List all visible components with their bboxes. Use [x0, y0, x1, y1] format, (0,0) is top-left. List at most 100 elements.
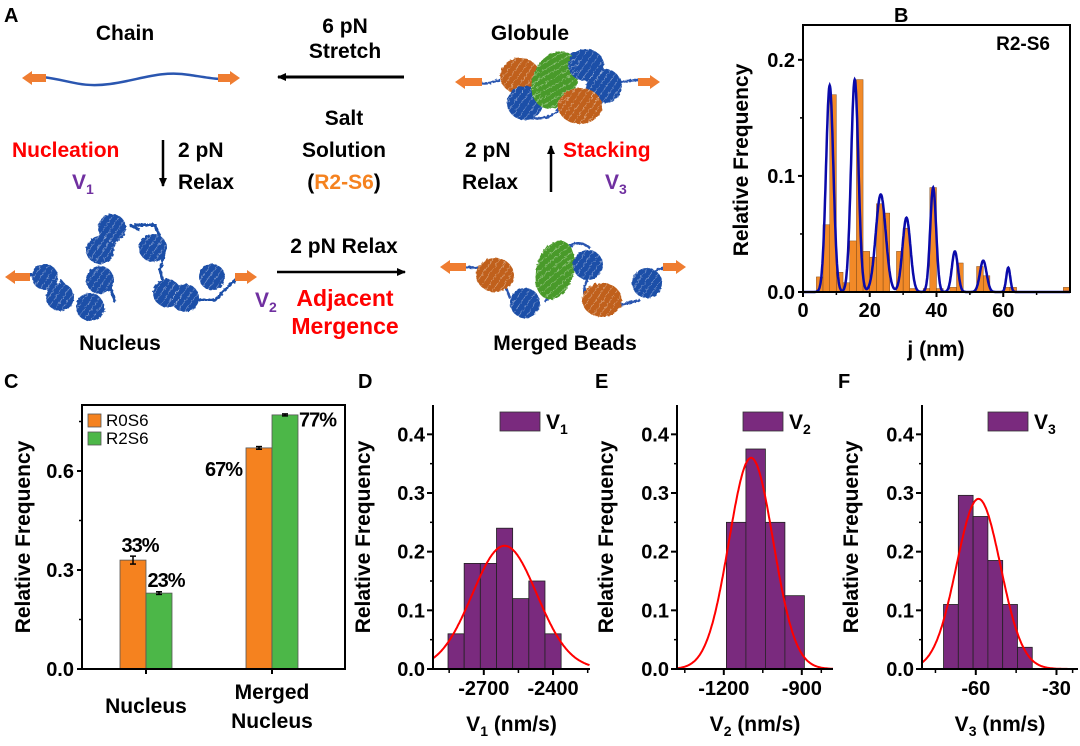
x-tick-label: 20 [859, 300, 881, 322]
x-tick-label: -2700 [458, 678, 509, 700]
x-tick-label: 60 [992, 300, 1014, 322]
histogram-bar [784, 595, 805, 670]
relax-bottom-label: 2 pN Relax [290, 235, 398, 258]
salt-line2: Solution [302, 139, 386, 162]
velocity-v1-label: V1 [72, 171, 94, 197]
chain-illustration [22, 71, 240, 87]
y-axis-label: Relative Frequency [352, 440, 375, 633]
y-tick-label: 0.3 [397, 483, 425, 505]
gaussian-fit-line [677, 456, 833, 670]
nucleus-illustration [30, 214, 246, 321]
x-axis-label: V1 (nm/s) [466, 713, 557, 739]
relax-left-label: Relax [178, 171, 234, 194]
nucleus-force-arrow-left-icon [5, 270, 30, 284]
panel-c-label: C [4, 371, 18, 393]
x-tick-label: -30 [1042, 678, 1071, 700]
legend-swatch [742, 411, 784, 432]
y-tick-label: 0.2 [641, 542, 669, 564]
bar-value-label: 33% [121, 535, 159, 557]
y-tick-label: 0.0 [886, 659, 914, 681]
panel-a-label: A [4, 5, 18, 27]
relax-right-label: Relax [462, 171, 518, 194]
histogram-bar [972, 516, 989, 670]
force-arrow-right-icon [218, 71, 240, 85]
process-stacking: Stacking [563, 139, 651, 162]
state-nucleus-label: Nucleus [79, 332, 161, 355]
salt-line1: Salt [325, 107, 364, 130]
x-tick-label: -2400 [527, 678, 578, 700]
y-tick-label: 0.2 [886, 542, 914, 564]
panel-f-chart: F 0.0 0.1 0.2 0.3 0.4 -60 -30 V3 (nm/s) V3 Relativ… [838, 371, 1078, 739]
histogram-bar [849, 240, 857, 293]
bar-r0s6 [245, 447, 273, 670]
x-category-label: Nucleus [231, 710, 313, 733]
histogram-bar [479, 563, 497, 670]
x-axis-label: j (nm) [906, 338, 964, 361]
legend-label: V1 [546, 411, 568, 437]
relax-right-force: 2 pN [465, 139, 511, 162]
merged-force-arrow-left-icon [440, 260, 466, 274]
y-tick-label: 0.4 [641, 424, 670, 446]
histogram-bar [765, 521, 786, 670]
bar-value-label: 67% [205, 459, 243, 481]
y-axis-label: Relative Frequency [595, 440, 618, 633]
panel-e-chart: E 0.0 0.1 0.2 0.3 0.4 -1200 -900 V2 (nm/s) V2 Rela… [595, 371, 833, 739]
legend-swatch [87, 413, 102, 428]
gaussian-fit-line [432, 544, 590, 667]
y-tick-label: 0.1 [767, 166, 795, 188]
y-axis-label: Relative Frequency [12, 440, 35, 633]
bar-r0s6 [119, 559, 147, 670]
panel-d-label: D [358, 371, 372, 393]
y-axis-label: Relative Frequency [730, 63, 753, 256]
globule-force-arrow-left-icon [455, 75, 482, 89]
y-tick-label: 0.4 [886, 424, 915, 446]
x-category-label: Merged [235, 681, 310, 704]
process-adjacent: Adjacent [296, 285, 393, 311]
velocity-v2-label: V2 [255, 289, 277, 315]
dna-chain-strand [41, 72, 233, 87]
x-tick-label: -900 [782, 678, 822, 700]
histogram-bar [512, 598, 530, 670]
velocity-v3-label: V3 [605, 171, 627, 197]
y-tick-label: 0.0 [397, 659, 425, 681]
process-nucleation: Nucleation [12, 139, 119, 162]
y-tick-label: 0.6 [46, 461, 74, 483]
bar-r2s6 [271, 414, 299, 670]
y-tick-label: 0.0 [767, 282, 795, 304]
panel-a-schematic: A Chain 6 pN Stretch Salt Solution (R2-S… [4, 5, 686, 355]
state-merged-beads-label: Merged Beads [493, 332, 637, 355]
panel-e-label: E [595, 371, 608, 393]
x-tick-label: -1200 [698, 678, 749, 700]
stretch-label: Stretch [309, 40, 381, 63]
y-axis-label: Relative Frequency [840, 440, 863, 633]
legend-label: R2S6 [106, 429, 149, 448]
merged-force-arrow-right-icon [663, 260, 686, 274]
panel-c-chart: C 33% 23% 67% 77% 0.0 0.3 0.6 Nucleus Merged Nucle… [4, 371, 346, 733]
y-tick-label: 0.2 [767, 50, 795, 72]
state-globule-label: Globule [491, 22, 569, 45]
x-tick-label: 0 [797, 300, 808, 322]
legend-swatch [499, 411, 541, 432]
x-axis-label: V3 (nm/s) [955, 713, 1046, 739]
legend-label: V2 [789, 411, 811, 437]
histogram-bar [496, 527, 514, 670]
y-tick-label: 0.3 [641, 483, 669, 505]
legend-swatch [87, 431, 102, 446]
y-tick-label: 0.2 [397, 542, 425, 564]
y-tick-label: 0.3 [46, 560, 74, 582]
state-chain-label: Chain [96, 22, 154, 45]
bar-value-label: 77% [299, 409, 337, 431]
panel-f-label: F [838, 371, 850, 393]
histogram-bar [1002, 604, 1018, 670]
y-tick-label: 0.1 [397, 600, 425, 622]
panel-d-chart: D 0.0 0.1 0.2 0.3 0.4 -2700 -2400 V1 (nm/s) V1 Rel… [352, 371, 590, 739]
stretch-force: 6 pN [322, 15, 368, 38]
legend-label: V3 [1034, 411, 1056, 437]
nucleus-force-arrow-right-icon [235, 270, 257, 284]
y-tick-label: 0.4 [397, 424, 426, 446]
legend-swatch [987, 411, 1029, 432]
process-mergence: Mergence [291, 313, 398, 339]
panel-b-label: B [894, 5, 908, 27]
bar-r2s6 [145, 592, 173, 670]
x-category-label: Nucleus [105, 695, 187, 718]
